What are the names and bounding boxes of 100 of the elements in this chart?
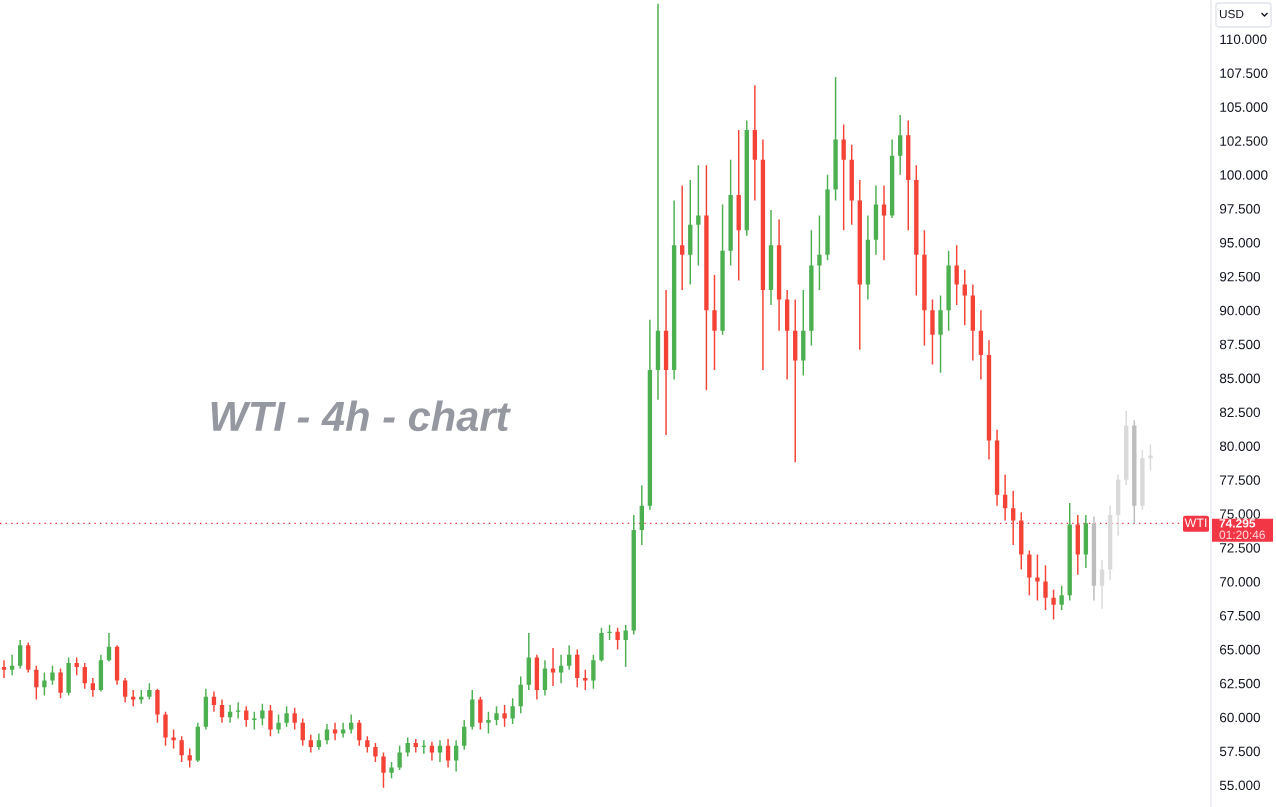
- candlestick: [453, 740, 459, 772]
- candlestick: [768, 209, 774, 305]
- y-tick-label: 105.000: [1220, 102, 1268, 112]
- y-tick-label: 107.500: [1220, 68, 1268, 78]
- y-tick-label: 100.000: [1220, 170, 1268, 180]
- y-tick-label: 82.500: [1219, 407, 1261, 418]
- candlestick: [203, 688, 209, 730]
- y-tick-label: 97.500: [1219, 204, 1261, 214]
- y-tick-label: 90.000: [1219, 305, 1261, 316]
- candlestick: [865, 215, 871, 300]
- candlestick: [986, 340, 992, 460]
- candlestick: [712, 275, 717, 370]
- candlestick: [970, 284, 976, 361]
- candlestick: [680, 185, 685, 290]
- text: 01:20:46: [1219, 530, 1265, 540]
- candlestick: [825, 174, 830, 261]
- candlestick: [793, 299, 798, 463]
- candlestick: [260, 703, 265, 726]
- candlestick: [558, 654, 564, 684]
- y-tick-label: 92.500: [1219, 271, 1261, 282]
- candlestick: [833, 77, 838, 201]
- candlestick: [9, 654, 15, 676]
- candlestick: [857, 180, 862, 350]
- ref-line-label: 74.295: [1219, 519, 1256, 528]
- candlestick: [413, 738, 418, 753]
- y-tick-label: 110.000: [1220, 34, 1267, 45]
- candlestick: [1002, 474, 1008, 521]
- candlestick: [591, 654, 596, 689]
- candlestick: [1, 660, 7, 678]
- candlestick: [122, 677, 128, 703]
- candlestick: [930, 299, 935, 365]
- candlestick: [914, 165, 919, 296]
- candlestick: [365, 736, 370, 753]
- candlestick: [195, 722, 200, 762]
- text: WTI - 4h - chart: [211, 400, 511, 432]
- candlestick: [1059, 585, 1064, 611]
- y-tick-label: 102.500: [1220, 136, 1268, 146]
- candlestick: [26, 642, 31, 673]
- candlestick: [147, 683, 152, 700]
- candlestick: [316, 733, 322, 750]
- candlestick: [647, 319, 653, 510]
- candlestick: [534, 654, 540, 700]
- candlestick: [1099, 559, 1105, 609]
- candlestick: [760, 139, 766, 370]
- candlestick: [655, 3, 661, 400]
- candlestick: [1075, 515, 1080, 575]
- y-tick-label: 72.500: [1220, 543, 1261, 553]
- candlestick: [752, 85, 758, 201]
- candlestick: [784, 289, 790, 380]
- candlestick: [389, 761, 394, 779]
- y-tick-label: 70.000: [1220, 577, 1261, 587]
- text: USD: [1219, 9, 1244, 19]
- candlestick: [211, 691, 217, 712]
- candlestick: [898, 115, 903, 175]
- y-tick-label: 67.500: [1220, 610, 1261, 621]
- candlestick: [114, 645, 120, 685]
- candlestick: [809, 230, 814, 346]
- candlestick: [292, 707, 297, 730]
- candlestick: [1091, 516, 1097, 601]
- candlestick: [873, 185, 879, 255]
- candlestick: [268, 705, 273, 737]
- candlestick: [340, 722, 346, 738]
- candlestick: [938, 295, 943, 373]
- candlestick: [308, 734, 313, 753]
- candlestick: [462, 719, 467, 750]
- candlestick: [566, 645, 572, 670]
- annotation: WTI: [1184, 518, 1207, 528]
- candlestick: [58, 668, 63, 699]
- candlestick: [66, 657, 71, 696]
- candlestick: [50, 665, 55, 685]
- y-tick-label: 77.500: [1220, 475, 1261, 485]
- candlestick: [994, 429, 1000, 506]
- candlestick: [1140, 450, 1145, 510]
- candlestick: [889, 139, 895, 219]
- candlestick: [1107, 505, 1113, 581]
- candlestick: [704, 165, 709, 391]
- candlestick: [1027, 550, 1032, 596]
- candlestick: [946, 250, 951, 331]
- y-tick-label: 65.000: [1220, 644, 1261, 655]
- candlestick: [671, 200, 677, 380]
- candlestick: [744, 120, 749, 236]
- candlestick: [720, 204, 725, 335]
- candlestick: [163, 711, 168, 746]
- candlestick: [776, 219, 782, 331]
- y-tick-label: 85.000: [1219, 373, 1261, 384]
- y-tick-label: 95.000: [1219, 237, 1261, 248]
- candlestick: [219, 699, 225, 723]
- candlestick: [978, 310, 984, 380]
- y-tick-label: 75.000: [1220, 509, 1261, 519]
- candlestick: [526, 633, 531, 691]
- candlestick: [437, 740, 443, 762]
- candlestick: [131, 690, 136, 707]
- y-tick-label: 55.000: [1219, 780, 1261, 791]
- candlestick: [494, 706, 499, 726]
- candlestick: [34, 665, 39, 700]
- candlestick: [324, 723, 330, 745]
- candlestick: [1011, 490, 1016, 545]
- candlestick: [106, 633, 112, 662]
- y-tick-label: 62.500: [1220, 678, 1261, 689]
- candlestick: [1115, 474, 1121, 536]
